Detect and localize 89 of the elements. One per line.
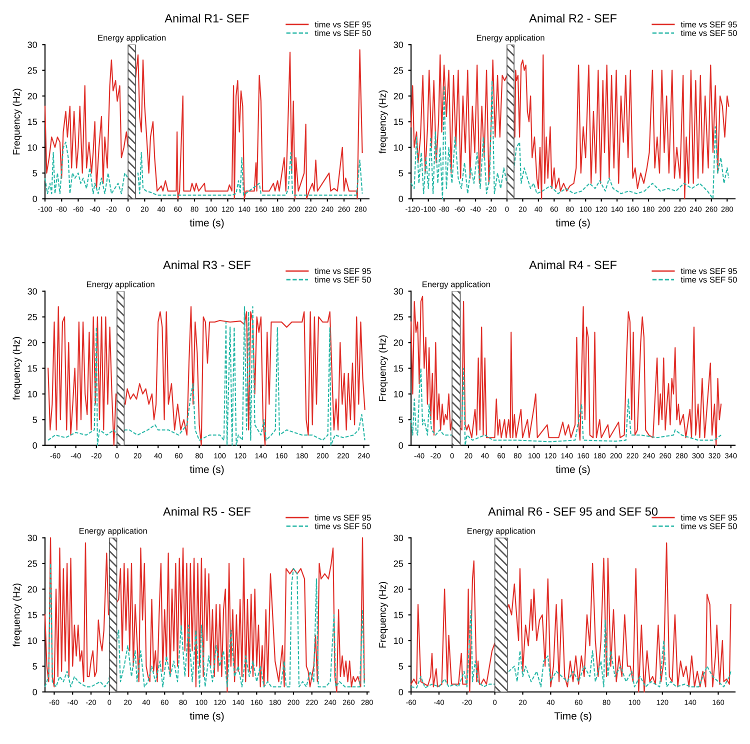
y-tick-label: 5 [32, 416, 37, 424]
y-tick-label: 5 [32, 170, 37, 176]
band-label: Energy application [468, 528, 535, 536]
chart-title: Animal R6 - SEF 95 and SEF 50 [488, 507, 658, 516]
chart-title: Animal R3 - SEF [163, 260, 250, 270]
line-series [44, 537, 365, 692]
legend-label: time vs SEF 50 [314, 276, 371, 283]
line-series [44, 562, 365, 688]
line-series [410, 54, 730, 200]
y-tick-label: 20 [28, 586, 38, 593]
legend-label: time vs SEF 50 [314, 30, 371, 36]
y-tick-label: 10 [394, 144, 404, 151]
y-tick-label: 30 [28, 288, 38, 295]
y-axis-title: Frequency (Hz) [12, 88, 22, 154]
band-label: Energy application [86, 281, 154, 289]
y-tick-label: 0 [32, 196, 38, 202]
y-tick-label: 10 [28, 390, 38, 398]
y-tick-label: 15 [394, 118, 404, 126]
x-axis-title: time (s) [190, 218, 224, 229]
y-axis-title: frequency (Hz) [378, 90, 388, 154]
y-tick-label: 5 [398, 416, 404, 424]
y-tick-label: 5 [398, 663, 404, 670]
y-tick-label: 0 [32, 442, 38, 449]
line-series [410, 80, 730, 200]
y-tick-label: 5 [398, 170, 404, 176]
x-axis-title: Time (s) [554, 712, 592, 722]
band-label: Energy application [80, 528, 147, 536]
legend-label: time vs SEF 95 [314, 21, 371, 28]
y-tick-label: 0 [32, 688, 38, 696]
line-series [410, 542, 732, 692]
y-tick-label: 0 [398, 688, 404, 696]
y-tick-label: 0 [398, 442, 404, 449]
legend-label: time vs SEF 95 [314, 268, 371, 274]
x-axis-title: time (s) [556, 218, 590, 229]
legend-label: time vs SEF 50 [680, 276, 737, 283]
band-label: Energy application [98, 34, 166, 42]
y-axis-title: frequency (Hz) [12, 337, 22, 400]
y-tick-label: 25 [394, 314, 404, 320]
y-tick-label: 20 [394, 92, 404, 100]
y-tick-label: 15 [394, 365, 404, 372]
y-tick-label: 15 [28, 118, 37, 126]
y-tick-label: 15 [28, 365, 37, 372]
y-tick-label: 30 [394, 288, 404, 295]
line-series [410, 296, 722, 446]
x-axis-title: time (s) [190, 465, 224, 476]
chart-title: Animal R1- SEF [164, 14, 249, 23]
y-tick-label: 30 [28, 42, 38, 48]
y-tick-label: 10 [394, 638, 404, 644]
band-label: Energy application [422, 281, 490, 289]
band-label: Energy application [476, 34, 544, 42]
line-series [410, 368, 722, 446]
y-axis-title: Frequency (Hz) [378, 335, 388, 401]
y-tick-label: 20 [28, 340, 38, 346]
line-series [44, 49, 363, 200]
y-tick-label: 15 [28, 612, 37, 618]
y-tick-label: 15 [394, 612, 404, 618]
y-tick-label: 10 [28, 638, 38, 644]
y-tick-label: 30 [394, 42, 404, 48]
legend-label: time vs SEF 95 [314, 514, 371, 521]
y-tick-label: 20 [394, 340, 404, 346]
y-tick-label: 0 [398, 196, 404, 202]
y-tick-label: 25 [28, 560, 37, 567]
y-tick-label: 25 [28, 314, 37, 320]
y-tick-label: 10 [28, 144, 38, 151]
x-axis-title: time (s) [190, 712, 224, 722]
legend-label: time vs SEF 95 [680, 268, 737, 274]
legend-label: time vs SEF 95 [680, 514, 737, 521]
chart-title: Animal R4 - SEF [529, 260, 617, 270]
legend-label: time vs SEF 50 [680, 523, 737, 530]
line-series [48, 306, 366, 446]
legend-label: time vs SEF 95 [680, 21, 737, 28]
y-tick-label: 20 [394, 586, 404, 593]
legend-label: time vs SEF 50 [314, 523, 371, 530]
y-tick-label: 25 [394, 67, 404, 74]
chart-title: Animal R5 - SEF [163, 507, 250, 516]
y-tick-label: 10 [394, 390, 404, 398]
line-series [44, 142, 363, 196]
y-tick-label: 30 [28, 534, 38, 542]
legend-label: time vs SEF 50 [680, 30, 737, 36]
chart-title: Animal R2 - SEF [529, 14, 617, 23]
y-tick-label: 20 [28, 92, 38, 100]
y-tick-label: 25 [28, 67, 37, 74]
y-axis-title: Frequency (Hz) [378, 582, 388, 648]
y-tick-label: 5 [32, 663, 37, 670]
y-axis-title: frequency (Hz) [12, 584, 22, 647]
y-tick-label: 25 [394, 560, 404, 567]
x-axis-title: time (s) [556, 465, 590, 476]
y-tick-label: 30 [394, 534, 404, 542]
line-series [410, 609, 732, 688]
